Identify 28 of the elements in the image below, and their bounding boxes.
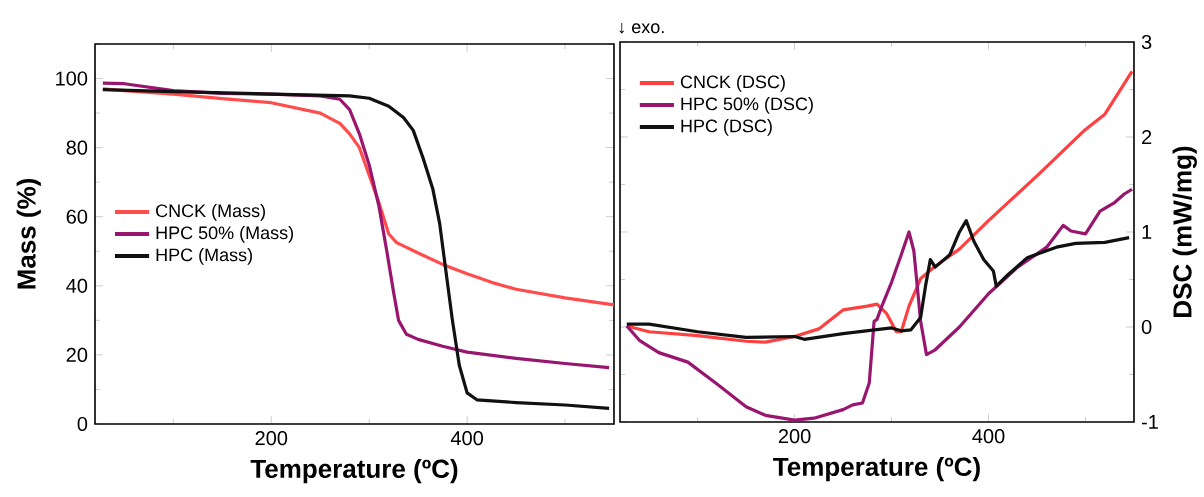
y2-tick-label: 3 — [1141, 34, 1152, 50]
legend-label: CNCK (Mass) — [156, 203, 265, 221]
y-tick-label: 60 — [66, 209, 88, 224]
line-series — [625, 187, 1134, 422]
x-tick-label: 400 — [972, 429, 1005, 444]
y2-tick-label: 2 — [1142, 130, 1152, 144]
y-tick-label: 100 — [56, 71, 88, 86]
y2-tick-label: 0 — [1141, 319, 1152, 335]
x-axis-title: Temperature (ºC) — [773, 456, 980, 482]
y-tick-label: 40 — [66, 278, 88, 293]
legend-label: HPC 50% (Mass) — [156, 225, 294, 243]
legend-label: CNCK (DSC) — [680, 74, 785, 92]
x-tick-label: 200 — [255, 431, 288, 446]
legend-label: HPC 50% (DSC) — [681, 97, 813, 114]
x-axis-title: Temperature (ºC) — [250, 458, 458, 484]
y-tick-label: 20 — [66, 347, 88, 362]
y-tick-label: 0 — [77, 416, 88, 432]
text: ↓ exo. — [619, 22, 664, 34]
y2-axis-title: DSC (mW/mg) — [1172, 146, 1197, 317]
y2-tick-label: -1 — [1141, 415, 1158, 429]
x-tick-label: 400 — [450, 431, 484, 446]
y-tick-label: 80 — [66, 140, 88, 155]
legend-label: HPC (DSC) — [681, 119, 772, 136]
y2-tick-label: 1 — [1142, 225, 1152, 239]
line-series — [625, 218, 1131, 341]
x-tick-label: 200 — [778, 429, 811, 444]
y-axis-title: Mass (%) — [16, 178, 41, 289]
legend-label: HPC (Mass) — [156, 248, 252, 265]
